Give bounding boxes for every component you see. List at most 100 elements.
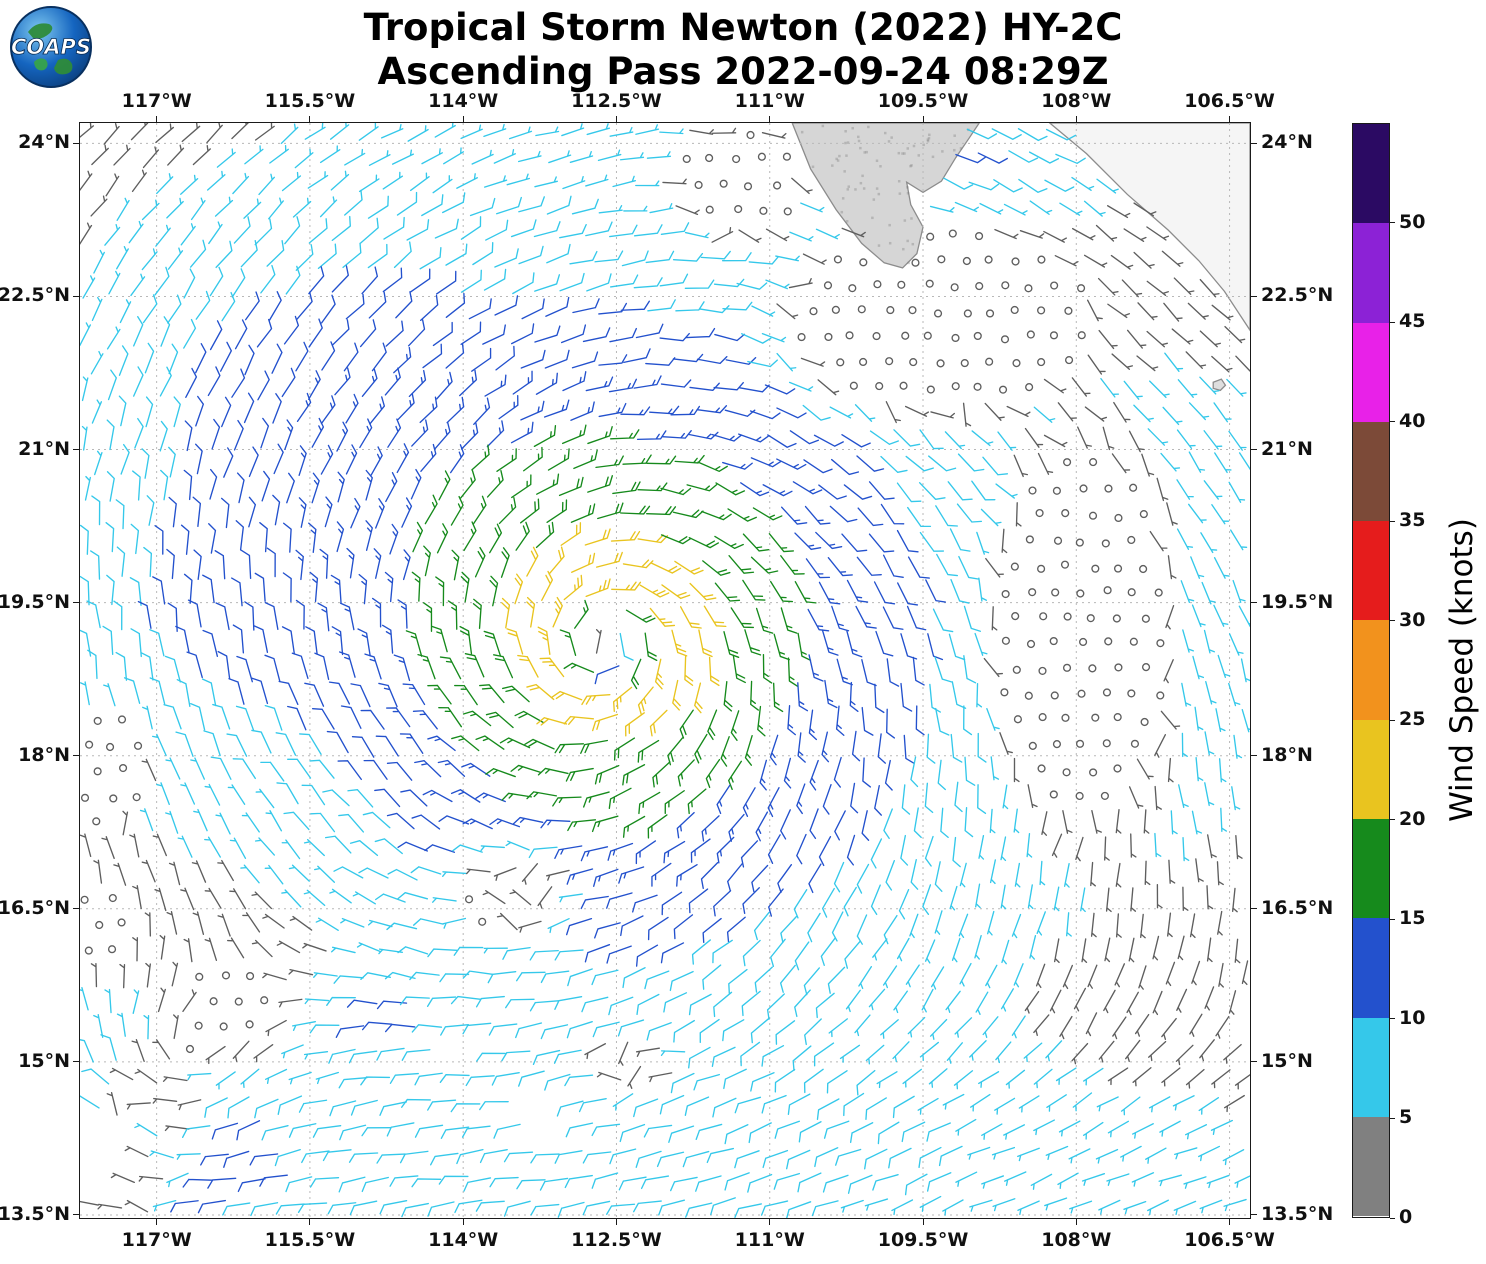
x-tick-top [462,116,464,123]
colorbar-segment [1353,1116,1389,1217]
y-tick-label-left: 22.5°N [0,284,70,307]
x-tick-top [1229,116,1231,123]
y-tick-label-left: 16.5°N [0,896,70,919]
colorbar-tick-label: 10 [1399,1006,1426,1029]
x-tick-bottom [1075,1218,1077,1225]
y-tick-right [1250,142,1257,144]
x-tick-label-top: 112.5°W [571,90,662,112]
colorbar-tick [1390,321,1395,323]
x-tick-bottom [156,1218,158,1225]
x-tick-bottom [462,1218,464,1225]
colorbar-segment [1353,322,1389,422]
y-tick-label-right: 21°N [1261,437,1313,460]
colorbar-tick [1390,819,1395,821]
colorbar-tick [1390,1217,1395,1219]
y-tick-label-right: 22.5°N [1261,284,1334,307]
colorbar-tick-label: 0 [1399,1206,1413,1228]
colorbar-tick-label: 30 [1399,608,1426,631]
x-tick-label-top: 117°W [121,90,192,112]
y-tick-right [1250,449,1257,451]
x-tick-label-top: 109.5°W [877,90,969,112]
y-tick-left [73,602,80,604]
x-tick-label-top: 114°W [428,90,499,112]
colorbar-segment [1353,819,1389,919]
y-tick-left [73,449,80,451]
coaps-logo: COAPS [10,6,92,88]
colorbar-tick-label: 40 [1399,409,1426,432]
colorbar-tick [1390,520,1395,522]
colorbar-axis-label: Wind Speed (knots) [1444,518,1480,822]
x-tick-top [615,116,617,123]
x-tick-bottom [615,1218,617,1225]
x-tick-label-top: 115.5°W [264,90,356,112]
colorbar-tick-label: 20 [1399,807,1426,830]
y-tick-right [1250,755,1257,757]
y-tick-left [73,1214,80,1216]
colorbar-tick [1390,620,1395,622]
x-tick-bottom [922,1218,924,1225]
colorbar-segment [1353,918,1389,1018]
chart-title: Tropical Storm Newton (2022) HY-2C Ascen… [0,6,1486,93]
colorbar-tick-label: 15 [1399,907,1426,930]
plot-area [79,122,1251,1219]
y-tick-label-left: 21°N [18,437,70,460]
x-tick-label-bottom: 112.5°W [571,1229,662,1251]
y-tick-label-left: 18°N [18,743,70,766]
x-tick-label-bottom: 109.5°W [877,1229,969,1251]
colorbar-tick-label: 5 [1399,1106,1413,1129]
wind-barb-map-canvas [80,123,1250,1218]
x-tick-label-top: 111°W [734,90,805,112]
x-tick-bottom [1229,1218,1231,1225]
colorbar-tick [1390,421,1395,423]
colorbar-segment [1353,124,1389,224]
x-tick-label-top: 106.5°W [1184,90,1275,112]
x-tick-bottom [769,1218,771,1225]
y-tick-label-right: 18°N [1261,743,1313,766]
x-tick-label-bottom: 115.5°W [264,1229,356,1251]
y-tick-left [73,295,80,297]
x-tick-label-bottom: 108°W [1041,1229,1112,1251]
colorbar-tick-label: 25 [1399,708,1426,731]
y-tick-label-left: 19.5°N [0,590,70,613]
y-tick-label-right: 13.5°N [1261,1202,1334,1225]
colorbar-tick-label: 50 [1399,210,1426,233]
coaps-logo-text: COAPS [11,35,91,59]
x-tick-top [156,116,158,123]
y-tick-left [73,1061,80,1063]
colorbar-segment [1353,719,1389,820]
y-tick-label-left: 13.5°N [0,1202,70,1225]
x-tick-bottom [309,1218,311,1225]
y-tick-label-left: 15°N [18,1049,70,1072]
colorbar-tick [1390,719,1395,721]
y-tick-label-left: 24°N [18,131,70,154]
x-tick-label-top: 108°W [1041,90,1112,112]
colorbar-tick [1390,1117,1395,1119]
y-tick-right [1250,602,1257,604]
y-tick-label-right: 16.5°N [1261,896,1334,919]
colorbar-segment [1353,521,1389,621]
x-tick-top [769,116,771,123]
y-tick-left [73,142,80,144]
y-tick-label-right: 19.5°N [1261,590,1334,613]
y-tick-right [1250,1061,1257,1063]
x-tick-label-bottom: 111°W [734,1229,805,1251]
y-tick-right [1250,1214,1257,1216]
colorbar-segment [1353,1017,1389,1117]
colorbar-tick [1390,222,1395,224]
x-tick-label-bottom: 117°W [121,1229,192,1251]
x-tick-top [922,116,924,123]
x-tick-label-bottom: 106.5°W [1184,1229,1275,1251]
colorbar-tick [1390,1018,1395,1020]
y-tick-left [73,755,80,757]
colorbar-segment [1353,223,1389,323]
x-tick-top [309,116,311,123]
y-tick-label-right: 24°N [1261,131,1313,154]
chart-title-line2: Ascending Pass 2022-09-24 08:29Z [377,49,1109,93]
colorbar-segment [1353,421,1389,522]
y-tick-right [1250,908,1257,910]
y-tick-label-right: 15°N [1261,1049,1313,1072]
x-tick-top [1075,116,1077,123]
colorbar-tick-label: 35 [1399,509,1426,532]
y-tick-right [1250,295,1257,297]
